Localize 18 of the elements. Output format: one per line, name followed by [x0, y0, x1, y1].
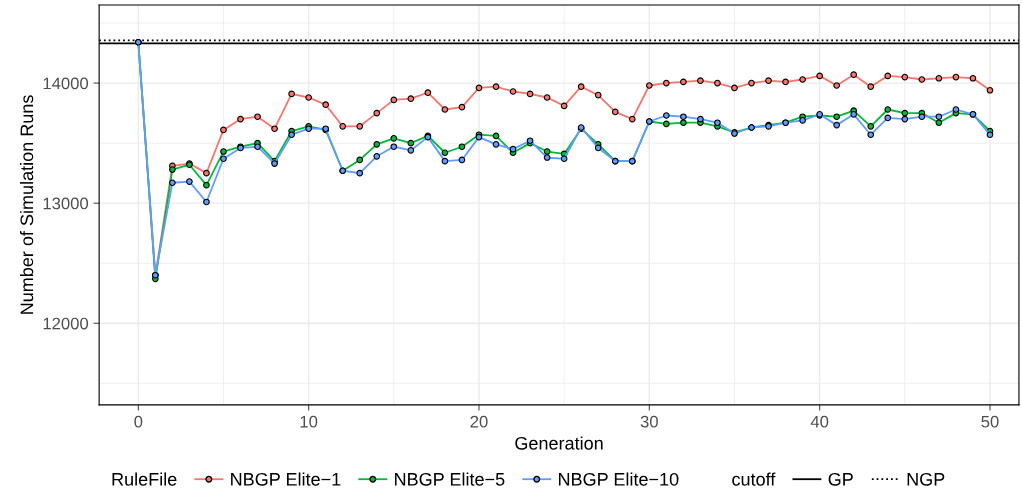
- y-axis-title: Number of Simulation Runs: [19, 95, 34, 314]
- y-tick-label: 13000: [43, 197, 89, 210]
- x-tick-label: 50: [981, 415, 999, 428]
- legend-label: NBGP Elite−5: [395, 472, 505, 486]
- legend-label: GP: [828, 472, 853, 486]
- y-tick-label: 12000: [43, 317, 89, 330]
- x-tick-label: 40: [810, 415, 829, 428]
- legend-label: NBGP Elite−10: [558, 472, 679, 486]
- legend-label: NGP: [907, 472, 945, 486]
- x-axis-title: Generation: [515, 436, 603, 450]
- x-tick-label: 20: [470, 415, 488, 428]
- x-tick-label: 30: [640, 415, 658, 428]
- legend-title: RuleFile: [112, 472, 177, 486]
- text: cutoff: [732, 472, 776, 486]
- y-tick-label: 14000: [43, 77, 89, 90]
- x-tick-label: 10: [300, 415, 318, 428]
- x-tick-label: 0: [134, 415, 143, 428]
- legend-label: NBGP Elite−1: [231, 472, 341, 486]
